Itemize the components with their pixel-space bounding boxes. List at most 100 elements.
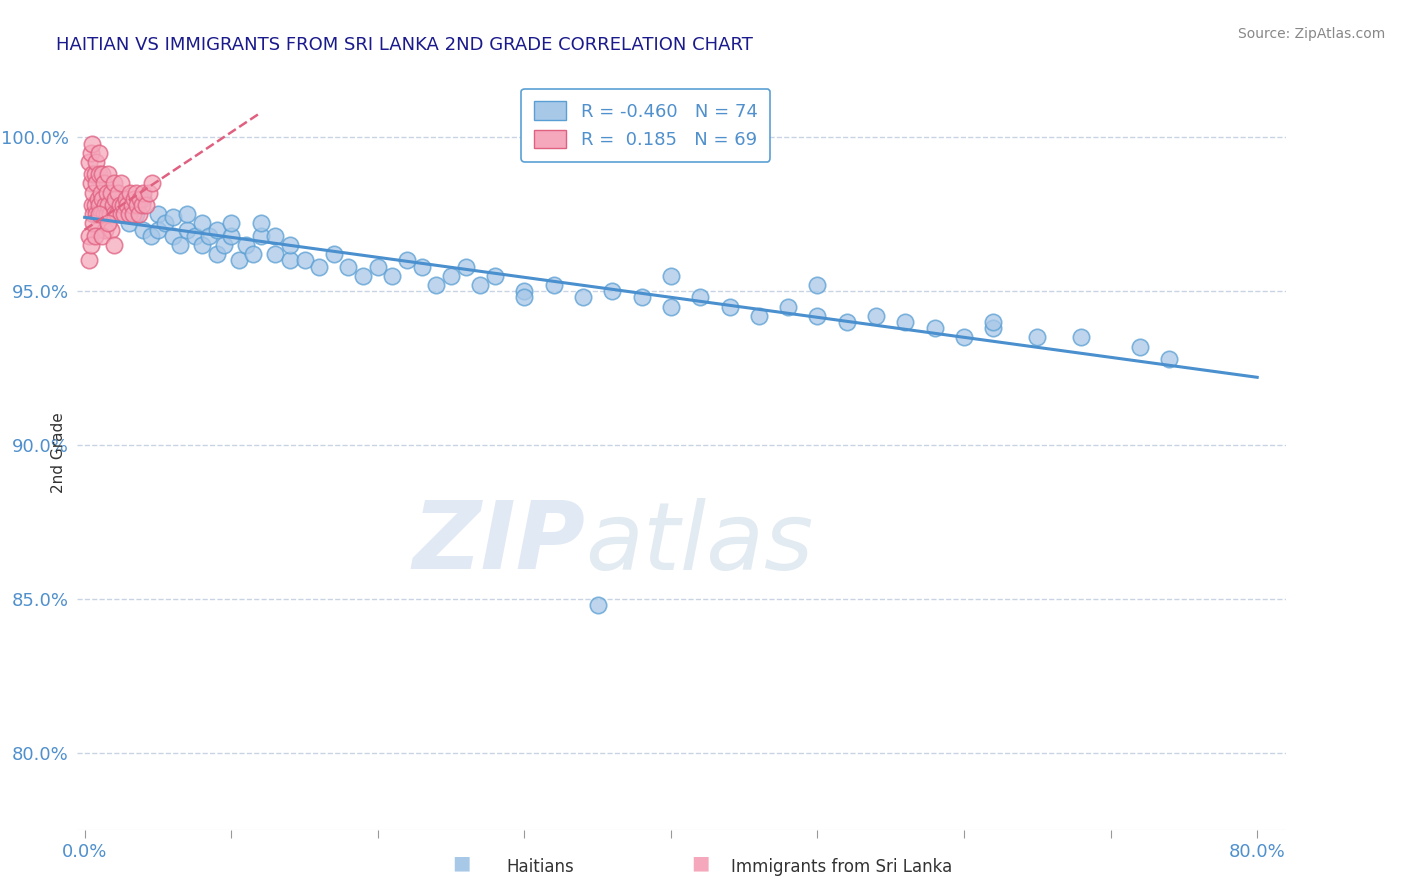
- Point: [249, 228, 271, 243]
- Point: [543, 278, 565, 293]
- Point: [337, 260, 360, 274]
- Point: [176, 222, 198, 236]
- Point: [110, 207, 132, 221]
- Point: [103, 207, 125, 221]
- Point: [108, 198, 131, 212]
- Point: [84, 228, 107, 243]
- Point: [212, 238, 235, 252]
- Point: [191, 217, 214, 231]
- Point: [89, 207, 111, 221]
- Point: [155, 217, 177, 231]
- Point: [86, 155, 108, 169]
- Point: [91, 192, 114, 206]
- Point: [146, 207, 169, 221]
- Point: [278, 253, 301, 268]
- Point: [132, 192, 155, 206]
- Point: [131, 198, 153, 212]
- Point: [600, 284, 623, 298]
- Point: [84, 167, 107, 181]
- Point: [115, 198, 138, 212]
- Point: [125, 207, 148, 221]
- Point: [1129, 340, 1152, 354]
- Point: [264, 228, 287, 243]
- Point: [79, 177, 101, 191]
- Point: [89, 145, 111, 160]
- Point: [411, 260, 433, 274]
- Point: [84, 198, 107, 212]
- Point: [183, 228, 205, 243]
- Point: [367, 260, 389, 274]
- Point: [100, 186, 122, 200]
- Point: [219, 228, 242, 243]
- Point: [162, 211, 184, 225]
- Legend: R = -0.460   N = 74, R =  0.185   N = 69: R = -0.460 N = 74, R = 0.185 N = 69: [522, 88, 770, 161]
- Point: [778, 300, 800, 314]
- Point: [117, 217, 139, 231]
- Point: [352, 268, 374, 283]
- Point: [425, 278, 447, 293]
- Point: [191, 238, 214, 252]
- Point: [94, 198, 117, 212]
- Point: [513, 290, 536, 304]
- Point: [110, 207, 132, 221]
- Point: [228, 253, 250, 268]
- Point: [659, 268, 682, 283]
- Point: [733, 136, 755, 151]
- Point: [132, 186, 155, 200]
- Point: [117, 207, 139, 221]
- Point: [139, 228, 162, 243]
- Point: [659, 300, 682, 314]
- Point: [1026, 330, 1049, 344]
- Point: [90, 186, 112, 200]
- Point: [219, 217, 242, 231]
- Point: [513, 284, 536, 298]
- Point: [135, 198, 157, 212]
- Point: [89, 167, 111, 181]
- Point: [176, 207, 198, 221]
- Point: [718, 300, 741, 314]
- Point: [572, 290, 595, 304]
- Point: [120, 186, 142, 200]
- Point: [97, 167, 120, 181]
- Point: [470, 278, 492, 293]
- Point: [440, 268, 463, 283]
- Point: [162, 228, 184, 243]
- Point: [86, 207, 108, 221]
- Point: [91, 228, 114, 243]
- Point: [242, 247, 264, 261]
- Point: [249, 217, 271, 231]
- Point: [103, 177, 125, 191]
- Point: [82, 217, 104, 231]
- Point: [1070, 330, 1092, 344]
- Point: [205, 247, 228, 261]
- Point: [630, 290, 652, 304]
- Point: [122, 207, 145, 221]
- Point: [322, 247, 344, 261]
- Point: [865, 309, 887, 323]
- Point: [983, 315, 1005, 329]
- Point: [104, 192, 127, 206]
- Point: [132, 222, 155, 236]
- Point: [103, 198, 125, 212]
- Point: [205, 222, 228, 236]
- Point: [169, 238, 191, 252]
- Point: [835, 315, 858, 329]
- Point: [77, 228, 100, 243]
- Point: [121, 198, 143, 212]
- Text: Immigrants from Sri Lanka: Immigrants from Sri Lanka: [731, 858, 952, 876]
- Point: [93, 177, 115, 191]
- Point: [86, 177, 108, 191]
- Point: [97, 217, 120, 231]
- Point: [90, 207, 112, 221]
- Point: [128, 207, 150, 221]
- Point: [96, 207, 118, 221]
- Point: [396, 253, 419, 268]
- Point: [87, 192, 110, 206]
- Point: [79, 145, 101, 160]
- Point: [125, 186, 148, 200]
- Point: [983, 321, 1005, 335]
- Point: [124, 192, 146, 206]
- Point: [235, 238, 257, 252]
- Point: [111, 198, 134, 212]
- Point: [454, 260, 477, 274]
